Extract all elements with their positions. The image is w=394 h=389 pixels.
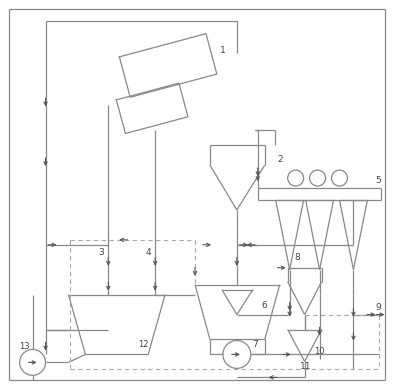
Text: 8: 8 [295,253,300,262]
Text: 13: 13 [19,342,29,351]
Text: 6: 6 [262,301,268,310]
Text: 7: 7 [252,340,258,349]
Text: 11: 11 [299,363,311,371]
Text: 2: 2 [278,155,283,164]
Text: 4: 4 [145,248,151,257]
Text: 12: 12 [138,340,149,349]
Text: 1: 1 [220,46,226,54]
Text: 3: 3 [98,248,104,257]
Text: 9: 9 [375,303,381,312]
Text: 10: 10 [314,347,325,356]
Text: 5: 5 [375,176,381,185]
